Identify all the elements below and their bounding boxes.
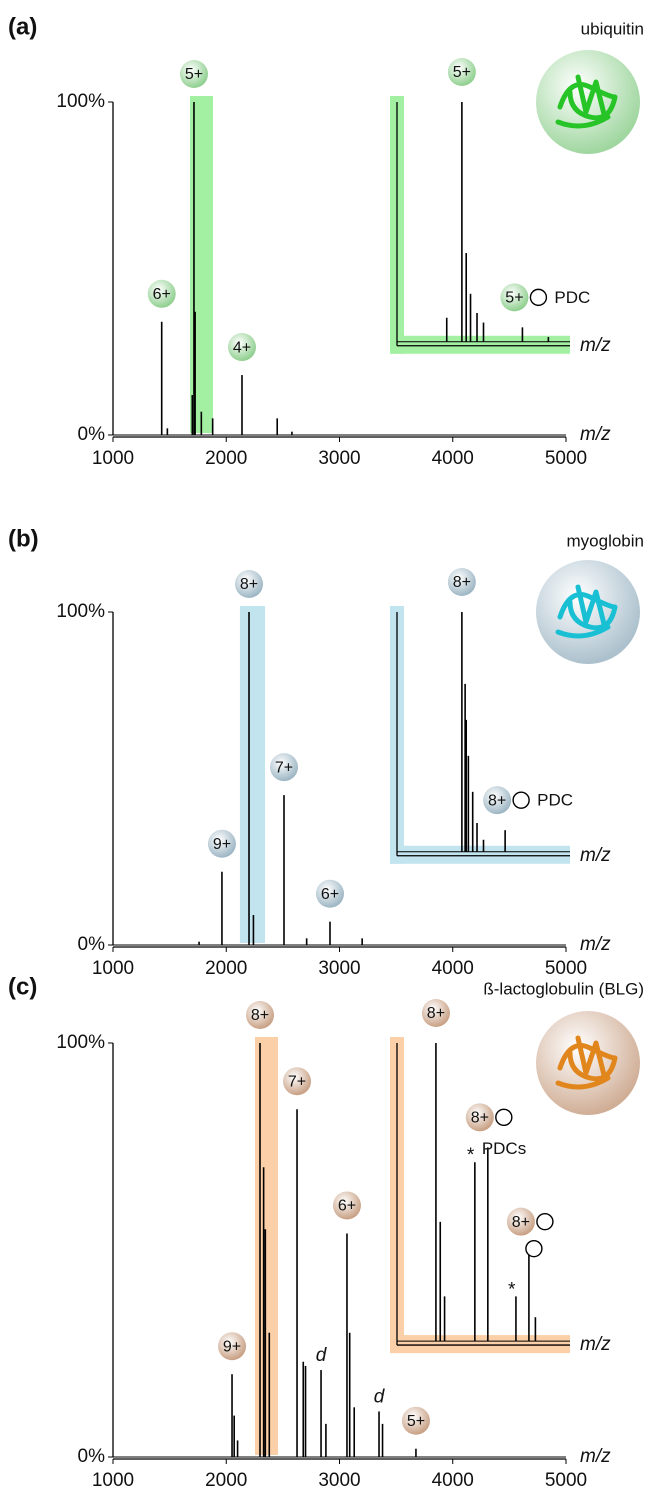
inset-x-label: m/z xyxy=(580,335,611,356)
x-tick-label: 5000 xyxy=(545,448,587,469)
charge-label: 4+ xyxy=(233,339,251,356)
charge-label: 8+ xyxy=(251,1007,269,1024)
protein-name: ß-lactoglobulin (BLG) xyxy=(483,979,644,998)
x-tick-label: 1000 xyxy=(92,1470,134,1491)
highlight-band xyxy=(240,606,265,943)
charge-label: 8+ xyxy=(488,792,506,809)
y-tick-label: 0% xyxy=(78,424,106,445)
panel-label: (c) xyxy=(8,973,37,1000)
adduct-symbol xyxy=(530,289,546,305)
inset-x-label: m/z xyxy=(580,1334,611,1355)
figure: (a) ubiquitin 0% 100% 1000 2000 3000 4000 5000 m/… xyxy=(0,0,654,1497)
adduct-symbol xyxy=(496,1109,512,1125)
inset-band xyxy=(390,1335,570,1353)
charge-label: 5+ xyxy=(505,290,523,307)
pdc-label: PDC xyxy=(554,288,590,307)
x-tick-label: 2000 xyxy=(205,448,247,469)
x-tick-label: 2000 xyxy=(205,958,247,979)
panel-label: (b) xyxy=(8,525,39,552)
charge-label: 8+ xyxy=(240,576,258,593)
y-tick-label: 100% xyxy=(56,601,105,622)
x-tick-label: 2000 xyxy=(205,1470,247,1491)
adduct-symbol xyxy=(513,792,529,808)
x-tick-label: 1000 xyxy=(92,448,134,469)
charge-label: 5+ xyxy=(407,1413,425,1430)
inset-annotation: * xyxy=(507,1279,515,1300)
charge-label: 9+ xyxy=(223,1338,241,1355)
pdc-label: PDC xyxy=(537,791,573,810)
x-tick-label: 4000 xyxy=(432,448,474,469)
x-tick-label: 3000 xyxy=(318,958,360,979)
annotation: d xyxy=(374,1386,386,1407)
inset-annotation: * xyxy=(466,1145,474,1166)
x-tick-label: 4000 xyxy=(432,958,474,979)
inset-band xyxy=(390,336,570,354)
charge-label: 8+ xyxy=(471,1110,489,1127)
y-tick-label: 100% xyxy=(56,91,105,112)
x-tick-label: 4000 xyxy=(432,1470,474,1491)
y-tick-label: 100% xyxy=(56,1032,105,1053)
adduct-symbol xyxy=(537,1214,553,1230)
charge-label: 8+ xyxy=(512,1214,530,1231)
y-tick-label: 0% xyxy=(78,934,106,955)
charge-label: 6+ xyxy=(321,886,339,903)
x-tick-label: 5000 xyxy=(545,958,587,979)
inset-band xyxy=(390,846,570,864)
x-axis-label: m/z xyxy=(580,424,611,445)
x-tick-label: 3000 xyxy=(318,448,360,469)
protein-name: ubiquitin xyxy=(581,19,644,38)
highlight-band xyxy=(255,1037,278,1455)
adduct-symbol xyxy=(526,1241,542,1257)
charge-label: 6+ xyxy=(338,1198,356,1215)
pdc-label: PDCs xyxy=(482,1139,526,1158)
charge-label: 5+ xyxy=(453,64,471,81)
panel-label: (a) xyxy=(8,13,37,40)
charge-label: 9+ xyxy=(213,836,231,853)
charge-label: 5+ xyxy=(185,66,203,83)
annotation: d xyxy=(316,1345,328,1366)
charge-label: 6+ xyxy=(153,286,171,303)
charge-label: 8+ xyxy=(427,1005,445,1022)
y-tick-label: 0% xyxy=(78,1446,106,1467)
charge-label: 8+ xyxy=(453,574,471,591)
inset-x-label: m/z xyxy=(580,845,611,866)
x-axis-label: m/z xyxy=(580,1446,611,1467)
x-axis-label: m/z xyxy=(580,934,611,955)
x-tick-label: 1000 xyxy=(92,958,134,979)
charge-label: 7+ xyxy=(288,1073,306,1090)
x-tick-label: 5000 xyxy=(545,1470,587,1491)
charge-label: 7+ xyxy=(275,759,293,776)
protein-name: myoglobin xyxy=(567,531,645,550)
x-tick-label: 3000 xyxy=(318,1470,360,1491)
